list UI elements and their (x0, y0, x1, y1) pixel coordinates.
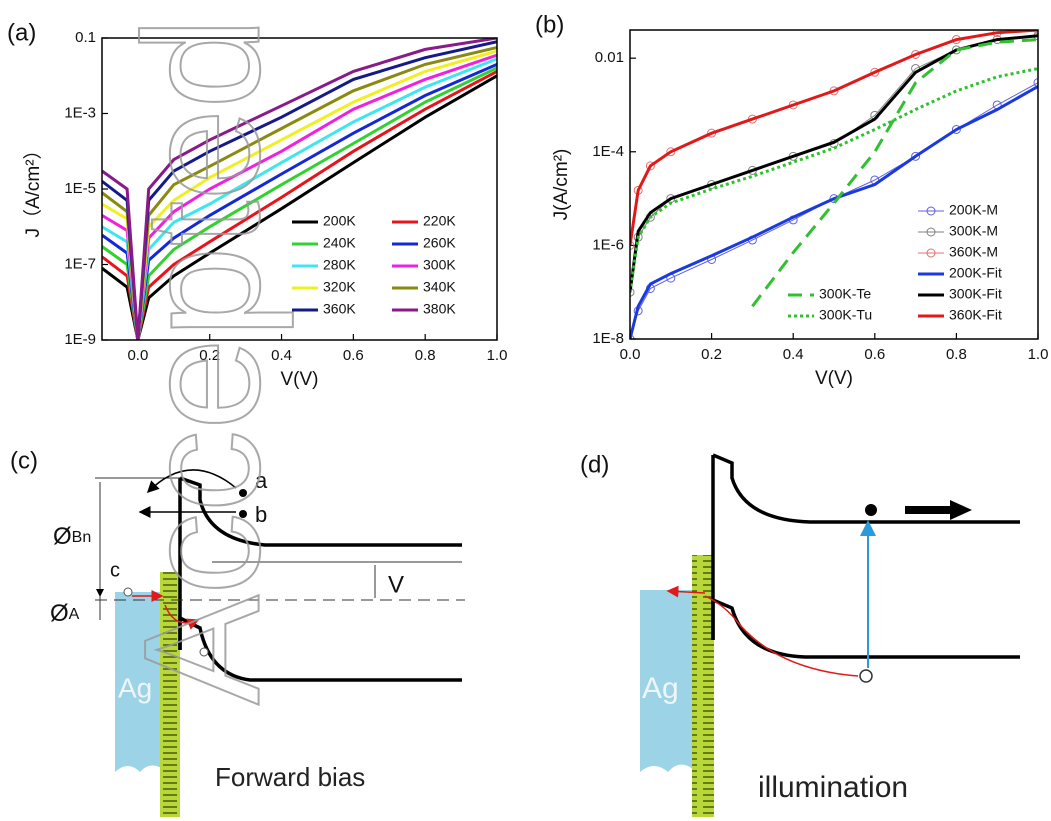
legend-label: 200K-M (949, 202, 998, 218)
interface-layer (692, 555, 714, 817)
phi-a: ØA (50, 600, 80, 627)
caption: illumination (758, 771, 908, 804)
x-tick-label: 0.4 (783, 346, 804, 363)
panel-label: (c) (10, 447, 38, 474)
x-tick-label: 1.0 (1028, 346, 1049, 363)
y-tick-label: 1E-5 (64, 180, 96, 197)
figure: (a) 0.0 0.2 0.4 0.6 0.8 1.0 1E-9 1E-7 1E-5 1E-3 0.1… (0, 0, 1051, 821)
conduction-band (713, 455, 1020, 640)
panel-label: (a) (7, 19, 36, 46)
metal-label: Ag (642, 672, 679, 705)
diagram-d: (d) Ag illumination (580, 451, 1020, 817)
x-tick-label: 0.0 (620, 346, 641, 363)
legend-label: 340K (423, 279, 456, 295)
legend-label: 300K-Tu (819, 307, 872, 323)
x-axis-label: V(V) (815, 368, 853, 389)
legend-label: 300K (423, 257, 456, 273)
legend-label: 220K (423, 213, 456, 229)
y-axis-label: J（A/cm²） (22, 140, 44, 237)
y-tick-label: 1E-6 (592, 236, 624, 253)
legend-label: 260K (423, 235, 456, 251)
y-tick-label: 1E-4 (592, 143, 624, 160)
electron (865, 504, 877, 516)
y-tick-label: 0.01 (595, 49, 624, 66)
x-tick-label: 0.8 (415, 347, 436, 364)
x-tick-label: 0.8 (946, 346, 967, 363)
y-tick-label: 1E-3 (64, 104, 96, 121)
bias-label: V (388, 571, 404, 598)
legend-label: 320K (323, 279, 356, 295)
y-tick-label: 0.1 (75, 29, 96, 46)
x-tick-label: 1.0 (487, 347, 508, 364)
phi-bn: ØBn (53, 523, 91, 550)
chart: (b) 0.0 0.2 0.4 0.6 0.8 1.0 1E-8 1E-6 1E-4 0.01 200… (535, 11, 1048, 389)
legend-label: 280K (323, 257, 356, 273)
x-tick-label: 0.6 (343, 347, 364, 364)
legend-label: 360K-Fit (949, 307, 1002, 323)
watermark: Accepted (110, 17, 294, 705)
legend-label: 200K-Fit (949, 265, 1002, 281)
legend-label: 300K-Fit (949, 286, 1002, 302)
legend-label: 380K (423, 301, 456, 317)
panel-label: (b) (535, 11, 564, 38)
legend-label: 300K-Te (819, 286, 871, 302)
legend-label: 360K (323, 301, 356, 317)
legend-label: 360K-M (949, 244, 998, 260)
y-axis-label: J(A/cm²) (551, 149, 572, 221)
hole (860, 670, 872, 682)
valence-band (713, 600, 1020, 657)
legend-label: 240K (323, 235, 356, 251)
x-tick-label: 0.6 (864, 346, 885, 363)
caption: Forward bias (215, 762, 365, 792)
drift-arrow (905, 500, 972, 520)
y-tick-label: 1E-8 (592, 330, 624, 347)
y-tick-label: 1E-9 (64, 331, 96, 348)
y-tick-label: 1E-7 (64, 255, 96, 272)
legend-label: 300K-M (949, 223, 998, 239)
panel-label: (d) (580, 451, 609, 478)
legend-label: 200K (323, 213, 356, 229)
x-tick-label: 0.2 (701, 346, 722, 363)
